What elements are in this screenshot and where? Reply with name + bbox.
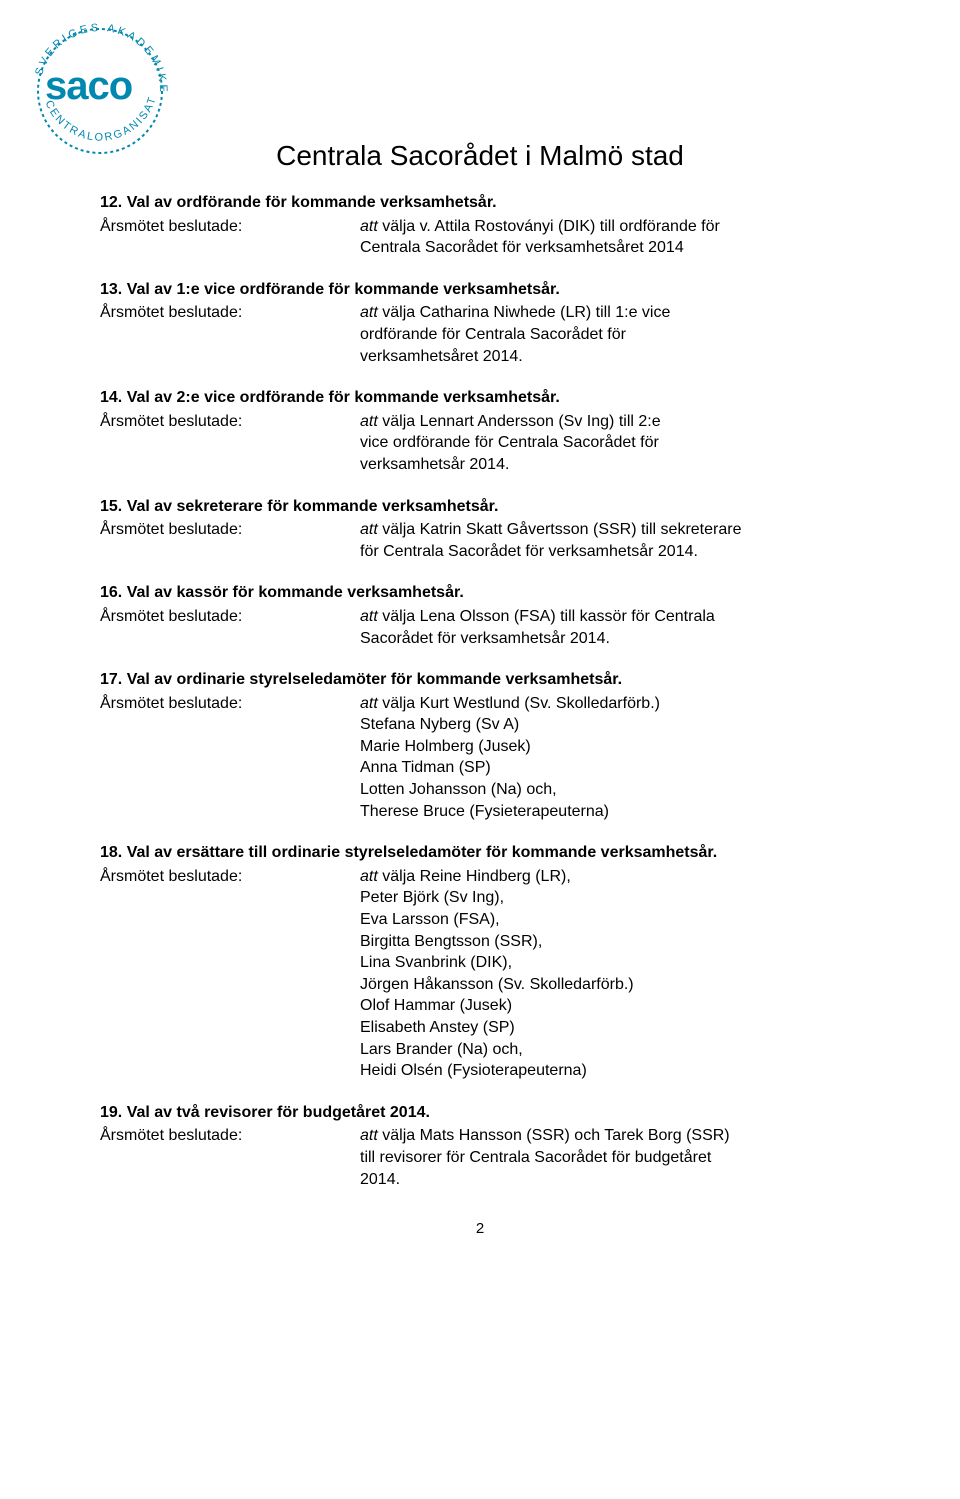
decision-line: Lotten Johansson (Na) och, <box>360 779 860 801</box>
decision-line: för Centrala Sacorådet för verksamhetsår… <box>360 541 860 563</box>
decision-line: Elisabeth Anstey (SP) <box>360 1017 860 1039</box>
page-number: 2 <box>100 1220 860 1237</box>
decision-label: Årsmötet beslutade: <box>100 866 360 1082</box>
list-item: Val av 1:e vice ordförande för kommande … <box>100 279 860 367</box>
decision-line: Olof Hammar (Jusek) <box>360 995 860 1017</box>
decision-label: Årsmötet beslutade: <box>100 1125 360 1190</box>
document-title: Centrala Sacorådet i Malmö stad <box>100 140 860 172</box>
decision-line: Peter Björk (Sv Ing), <box>360 887 860 909</box>
list-item: Val av kassör för kommande verksamhetsår… <box>100 582 860 649</box>
decision-prefix: att <box>360 868 382 885</box>
decision-line: Lars Brander (Na) och, <box>360 1039 860 1061</box>
decision-row: Årsmötet beslutade:att välja Reine Hindb… <box>100 866 860 1082</box>
decision-label: Årsmötet beslutade: <box>100 411 360 476</box>
decision-line: verksamhetsåret 2014. <box>360 346 860 368</box>
decision-body: att välja Lena Olsson (FSA) till kassör … <box>360 606 860 649</box>
decision-prefix: att <box>360 521 382 538</box>
item-heading: Val av ersättare till ordinarie styrelse… <box>127 844 718 861</box>
decision-row: Årsmötet beslutade:att välja Catharina N… <box>100 302 860 367</box>
decision-line: Therese Bruce (Fysieterapeuterna) <box>360 801 860 823</box>
decision-line: Stefana Nyberg (Sv A) <box>360 714 860 736</box>
item-heading: Val av 2:e vice ordförande för kommande … <box>127 389 560 406</box>
decision-line: Centrala Sacorådet för verksamhetsåret 2… <box>360 237 860 259</box>
decision-body: att välja Katrin Skatt Gåvertsson (SSR) … <box>360 519 860 562</box>
list-item: Val av ordförande för kommande verksamhe… <box>100 192 860 259</box>
decision-body: att välja Mats Hansson (SSR) och Tarek B… <box>360 1125 860 1190</box>
list-item: Val av ordinarie styrelseledamöter för k… <box>100 669 860 822</box>
decision-line: Anna Tidman (SP) <box>360 757 860 779</box>
decision-body: att välja Reine Hindberg (LR),Peter Björ… <box>360 866 860 1082</box>
decision-line: att välja Katrin Skatt Gåvertsson (SSR) … <box>360 519 860 541</box>
numbered-list: Val av ordförande för kommande verksamhe… <box>100 192 860 1190</box>
decision-line: att välja Lennart Andersson (Sv Ing) til… <box>360 411 860 433</box>
decision-line: Jörgen Håkansson (Sv. Skolledarförb.) <box>360 974 860 996</box>
decision-line: Lina Svanbrink (DIK), <box>360 952 860 974</box>
decision-line: vice ordförande för Centrala Sacorådet f… <box>360 432 860 454</box>
logo-word: saco <box>45 64 132 109</box>
decision-line: att välja v. Attila Rostoványi (DIK) til… <box>360 216 860 238</box>
decision-prefix: att <box>360 218 382 235</box>
decision-line: till revisorer för Centrala Sacorådet fö… <box>360 1147 860 1169</box>
decision-prefix: att <box>360 1127 382 1144</box>
decision-row: Årsmötet beslutade:att välja Lennart And… <box>100 411 860 476</box>
decision-row: Årsmötet beslutade:att välja Lena Olsson… <box>100 606 860 649</box>
item-heading: Val av kassör för kommande verksamhetsår… <box>127 584 464 601</box>
decision-row: Årsmötet beslutade:att välja Katrin Skat… <box>100 519 860 562</box>
decision-line: Heidi Olsén (Fysioterapeuterna) <box>360 1060 860 1082</box>
decision-body: att välja Kurt Westlund (Sv. Skolledarfö… <box>360 693 860 823</box>
decision-prefix: att <box>360 608 382 625</box>
item-heading: Val av ordinarie styrelseledamöter för k… <box>127 671 622 688</box>
list-item: Val av ersättare till ordinarie styrelse… <box>100 842 860 1082</box>
item-heading: Val av ordförande för kommande verksamhe… <box>127 194 497 211</box>
decision-line: att välja Lena Olsson (FSA) till kassör … <box>360 606 860 628</box>
logo: SVERIGES AKADEMIKERS CENTRALORGANISATION… <box>15 6 185 176</box>
decision-line: Sacorådet för verksamhetsår 2014. <box>360 628 860 650</box>
decision-prefix: att <box>360 413 382 430</box>
decision-prefix: att <box>360 304 382 321</box>
decision-body: att välja Lennart Andersson (Sv Ing) til… <box>360 411 860 476</box>
decision-label: Årsmötet beslutade: <box>100 519 360 562</box>
item-heading: Val av sekreterare för kommande verksamh… <box>127 498 499 515</box>
decision-line: ordförande för Centrala Sacorådet för <box>360 324 860 346</box>
decision-line: Birgitta Bengtsson (SSR), <box>360 931 860 953</box>
decision-line: att välja Mats Hansson (SSR) och Tarek B… <box>360 1125 860 1147</box>
decision-body: att välja Catharina Niwhede (LR) till 1:… <box>360 302 860 367</box>
decision-line: 2014. <box>360 1169 860 1191</box>
decision-line: Eva Larsson (FSA), <box>360 909 860 931</box>
document-page: SVERIGES AKADEMIKERS CENTRALORGANISATION… <box>0 0 960 1499</box>
item-heading: Val av 1:e vice ordförande för kommande … <box>127 281 560 298</box>
decision-label: Årsmötet beslutade: <box>100 302 360 367</box>
decision-label: Årsmötet beslutade: <box>100 216 360 259</box>
list-item: Val av två revisorer för budgetåret 2014… <box>100 1102 860 1190</box>
list-item: Val av sekreterare för kommande verksamh… <box>100 496 860 563</box>
decision-row: Årsmötet beslutade:att välja Mats Hansso… <box>100 1125 860 1190</box>
decision-line: Marie Holmberg (Jusek) <box>360 736 860 758</box>
decision-line: att välja Reine Hindberg (LR), <box>360 866 860 888</box>
decision-line: att välja Catharina Niwhede (LR) till 1:… <box>360 302 860 324</box>
decision-row: Årsmötet beslutade:att välja Kurt Westlu… <box>100 693 860 823</box>
decision-prefix: att <box>360 695 382 712</box>
list-item: Val av 2:e vice ordförande för kommande … <box>100 387 860 475</box>
decision-row: Årsmötet beslutade:att välja v. Attila R… <box>100 216 860 259</box>
decision-line: att välja Kurt Westlund (Sv. Skolledarfö… <box>360 693 860 715</box>
decision-body: att välja v. Attila Rostoványi (DIK) til… <box>360 216 860 259</box>
decision-label: Årsmötet beslutade: <box>100 606 360 649</box>
decision-line: verksamhetsår 2014. <box>360 454 860 476</box>
decision-label: Årsmötet beslutade: <box>100 693 360 823</box>
item-heading: Val av två revisorer för budgetåret 2014… <box>127 1104 430 1121</box>
